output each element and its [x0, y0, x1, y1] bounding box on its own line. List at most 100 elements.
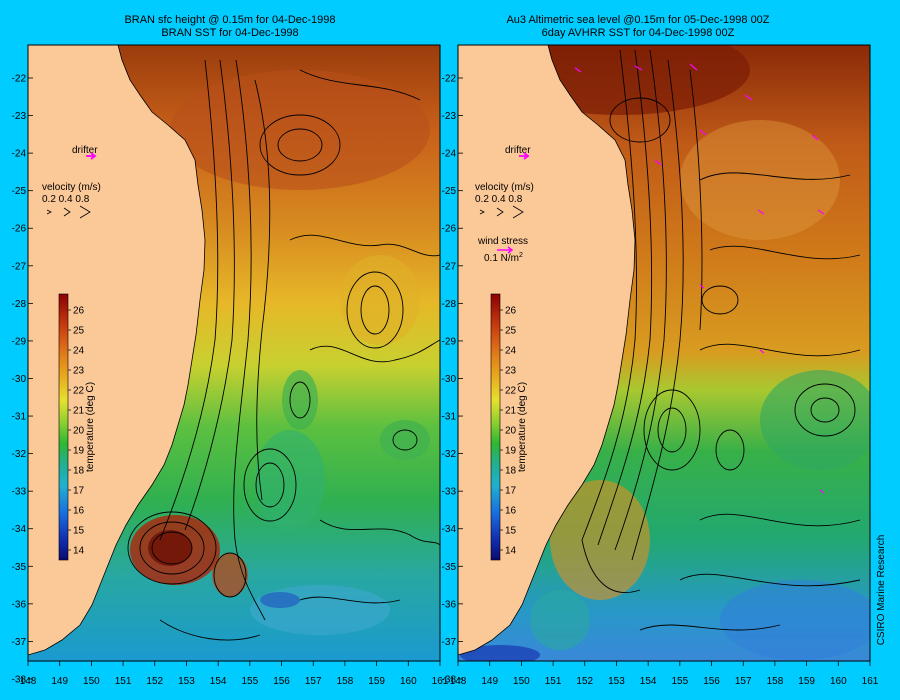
lat-tick-label: -32 [12, 449, 27, 460]
lon-tick-label: 151 [115, 676, 132, 687]
colorbar-tick-label: 19 [73, 446, 85, 457]
lat-tick-label: -33 [12, 487, 27, 498]
lon-tick-label: 153 [608, 676, 625, 687]
colorbar-tick-label: 17 [73, 486, 85, 497]
colorbar-tick-label: 14 [73, 546, 85, 557]
lon-tick-label: 161 [862, 676, 879, 687]
colorbar-tick-label: 16 [73, 506, 85, 517]
lon-tick-label: 156 [703, 676, 720, 687]
colorbar-tick-label: 22 [73, 386, 85, 397]
lat-tick-label: -30 [12, 374, 27, 385]
colorbar-tick-label: 19 [505, 446, 517, 457]
lon-tick-label: 160 [830, 676, 847, 687]
lat-tick-label: -27 [442, 261, 457, 272]
colorbar-tick-label: 20 [505, 426, 517, 437]
lat-tick-label: -27 [12, 261, 27, 272]
colorbar-tick-label: 26 [73, 306, 85, 317]
lon-tick-label: 159 [798, 676, 815, 687]
colorbar-tick-label: 23 [73, 366, 85, 377]
lon-tick-label: 150 [513, 676, 530, 687]
colorbar-tick-label: 16 [505, 506, 517, 517]
lon-tick-label: 149 [51, 676, 68, 687]
lon-tick-label: 151 [545, 676, 562, 687]
colorbar-tick-label: 26 [505, 306, 517, 317]
lat-tick-label: -28 [12, 299, 27, 310]
right-wind-scale-text: 0.1 N/m2 [484, 252, 523, 264]
colorbar-tick-label: 24 [505, 346, 517, 357]
colorbar-tick-label: 15 [505, 526, 517, 537]
lon-tick-label: 157 [305, 676, 322, 687]
lat-tick-label: -31 [12, 412, 27, 423]
lat-tick-label: -28 [442, 299, 457, 310]
right-map-panel: 148 149 150 151 152 153 154 155 156 157 158 159 160 1… [442, 25, 880, 687]
lon-tick-label: 152 [146, 676, 163, 687]
lon-tick-label: 152 [576, 676, 593, 687]
lat-tick-label: -29 [442, 336, 457, 347]
lat-tick-label: -31 [442, 412, 457, 423]
lon-tick-label: 154 [210, 676, 227, 687]
colorbar-tick-label: 20 [73, 426, 85, 437]
right-velocity-label: velocity (m/s) [475, 182, 534, 193]
colorbar-tick-label: 25 [73, 326, 85, 337]
colorbar-tick-label: 21 [73, 406, 85, 417]
lat-tick-label: -36 [12, 599, 27, 610]
colorbar-tick-label: 15 [73, 526, 85, 537]
colorbar-tick-label: 17 [505, 486, 517, 497]
lon-tick-label: 153 [178, 676, 195, 687]
lon-tick-label: 156 [273, 676, 290, 687]
right-wind-scale: 0.1 N/m [484, 253, 519, 264]
lat-tick-label: -38 [442, 674, 457, 685]
colorbar-tick-label: 18 [73, 466, 85, 477]
lat-tick-label: -25 [442, 186, 457, 197]
lon-tick-label: 154 [640, 676, 657, 687]
lon-tick-label: 157 [735, 676, 752, 687]
lat-tick-label: -23 [442, 111, 457, 122]
lat-tick-label: -38 [12, 674, 27, 685]
lat-tick-label: -24 [12, 149, 27, 160]
lat-tick-label: -25 [12, 186, 27, 197]
lat-tick-label: -23 [12, 111, 27, 122]
lat-tick-label: -30 [442, 374, 457, 385]
lat-tick-label: -34 [442, 524, 457, 535]
lat-tick-label: -22 [442, 74, 457, 85]
colorbar-tick-label: 21 [505, 406, 517, 417]
left-lon-axis: 148 149 150 151 152 153 154 155 156 157 158 159 160 1… [20, 661, 449, 687]
lon-tick-label: 155 [242, 676, 259, 687]
lat-tick-label: -26 [12, 224, 27, 235]
lon-tick-label: 159 [368, 676, 385, 687]
lat-tick-label: -29 [12, 336, 27, 347]
colorbar-tick-label: 23 [505, 366, 517, 377]
right-wind-label: wind stress [477, 236, 528, 247]
left-velocity-label: velocity (m/s) [42, 182, 101, 193]
lat-tick-label: -35 [12, 562, 27, 573]
lon-tick-label: 158 [337, 676, 354, 687]
left-colorbar-label: temperature (deg C) [85, 382, 96, 472]
lon-tick-label: 155 [672, 676, 689, 687]
lat-tick-label: -24 [442, 149, 457, 160]
lon-tick-label: 158 [767, 676, 784, 687]
lon-tick-label: 160 [400, 676, 417, 687]
colorbar-tick-label: 22 [505, 386, 517, 397]
lat-tick-label: -37 [12, 637, 27, 648]
lon-tick-label: 149 [481, 676, 498, 687]
lat-tick-label: -36 [442, 599, 457, 610]
colorbar-tick-label: 18 [505, 466, 517, 477]
lat-tick-label: -33 [442, 487, 457, 498]
right-velocity-scale: 0.2 0.4 0.8 [475, 194, 523, 205]
right-wind-scale-exp: 2 [519, 252, 523, 259]
lat-tick-label: -22 [12, 74, 27, 85]
right-colorbar-label: temperature (deg C) [517, 382, 528, 472]
colorbar-tick-label: 14 [505, 546, 517, 557]
left-map-panel: 148 149 150 151 152 153 154 155 156 157 158 159 160 1… [12, 45, 449, 687]
lat-tick-label: -35 [442, 562, 457, 573]
colorbar-tick-label: 24 [73, 346, 85, 357]
colorbar-tick-label: 25 [505, 326, 517, 337]
credit-text: CSIRO Marine Research [876, 535, 887, 646]
lat-tick-label: -26 [442, 224, 457, 235]
right-lon-axis: 148 149 150 151 152 153 154 155 156 157 158 159 160 1… [450, 661, 879, 687]
lat-tick-label: -37 [442, 637, 457, 648]
left-velocity-scale: 0.2 0.4 0.8 [42, 194, 90, 205]
lat-tick-label: -34 [12, 524, 27, 535]
lat-tick-label: -32 [442, 449, 457, 460]
